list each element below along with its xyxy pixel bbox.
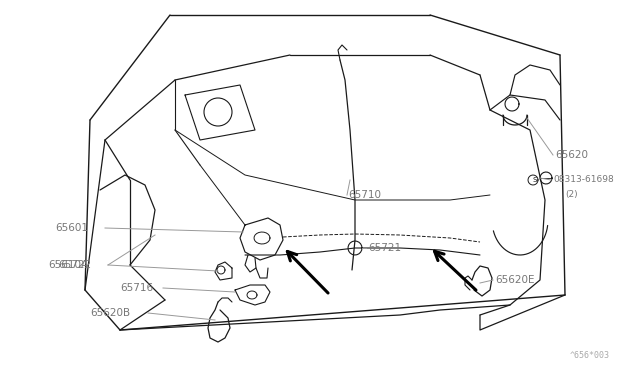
- Text: 65610A: 65610A: [48, 260, 88, 270]
- Text: ^656*003: ^656*003: [570, 350, 610, 359]
- Text: 65601: 65601: [55, 223, 88, 233]
- Text: 65722: 65722: [58, 260, 91, 270]
- Text: S: S: [533, 177, 537, 183]
- Text: 08313-61698: 08313-61698: [553, 176, 614, 185]
- Text: 65620E: 65620E: [495, 275, 534, 285]
- Text: 65620: 65620: [555, 150, 588, 160]
- Text: 65716: 65716: [120, 283, 153, 293]
- Text: 65620B: 65620B: [90, 308, 130, 318]
- Text: 65721: 65721: [368, 243, 401, 253]
- Text: (2): (2): [565, 190, 578, 199]
- Text: 65710: 65710: [348, 190, 381, 200]
